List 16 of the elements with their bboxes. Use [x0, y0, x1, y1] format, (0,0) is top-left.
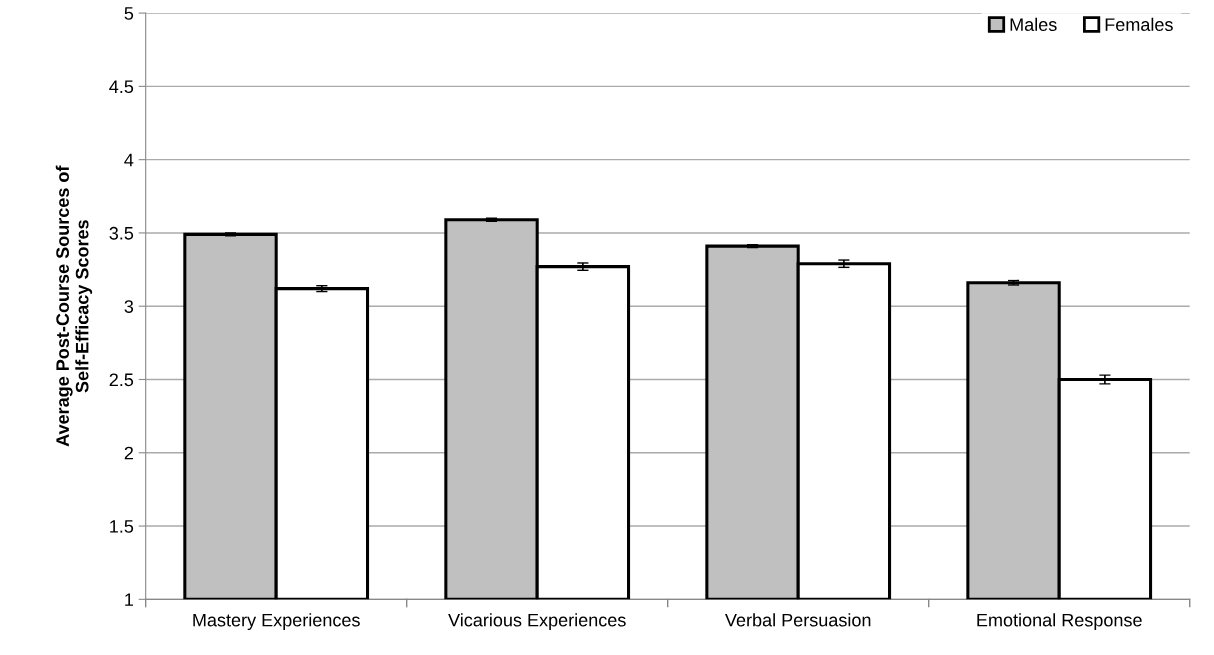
x-tick-label: Vicarious Experiences: [448, 613, 626, 631]
y-tick-label: 1.5: [110, 520, 134, 533]
y-tick-label: 1: [125, 593, 133, 606]
y-tick-label: 2: [124, 446, 133, 460]
legend-label: Females: [1105, 17, 1173, 31]
y-tick-label: 2.5: [109, 373, 134, 387]
y-tick-label: 5: [124, 7, 134, 20]
y-tick-label: 3: [124, 300, 134, 313]
x-tick-label: Verbal Persuasion: [725, 613, 871, 627]
legend-label: Males: [1010, 17, 1057, 31]
y-axis-title: Average Post-Course Sources of Self-Efficacy Scores: [55, 165, 93, 447]
y-tick-label: 3.5: [109, 226, 134, 240]
y-tick-label: 4.5: [109, 80, 134, 94]
y-tick-label: 4: [124, 153, 134, 167]
x-tick-label: Mastery Experiences: [193, 613, 360, 631]
x-tick-label: Emotional Response: [977, 613, 1142, 631]
